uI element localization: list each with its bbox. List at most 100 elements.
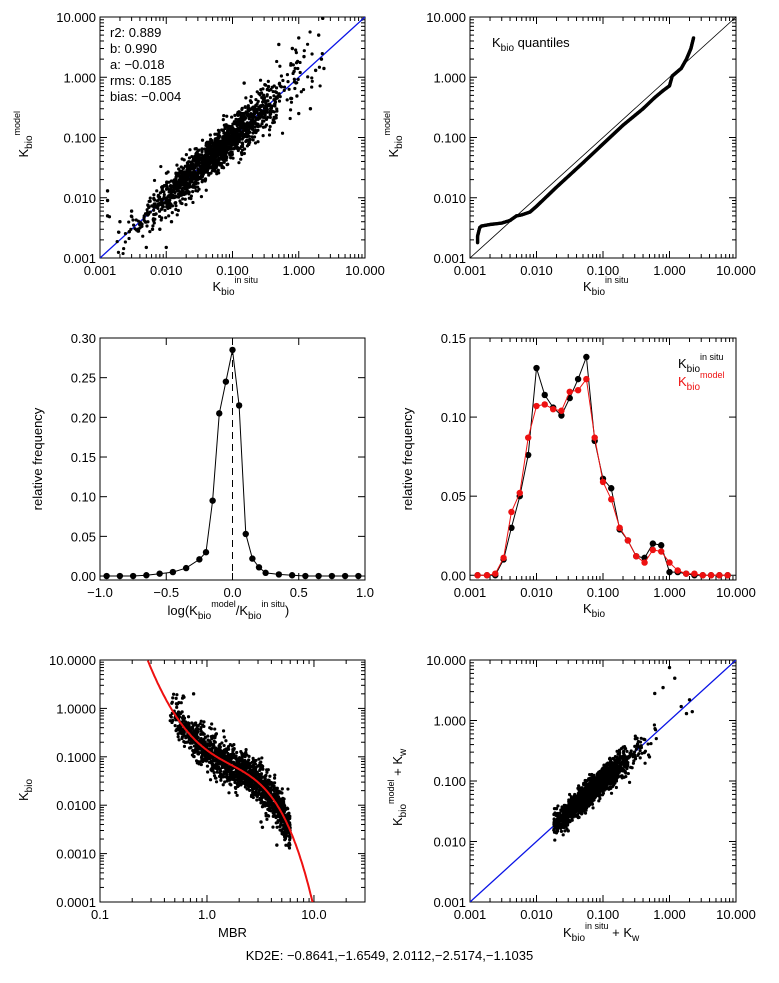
p6-y-axis-label-part: K	[390, 817, 405, 826]
p5-scatter-point	[248, 788, 252, 793]
p5-scatter-point	[237, 755, 242, 760]
p1-scatter-point	[139, 222, 143, 226]
p1-y-tick-label: 1.000	[63, 70, 96, 85]
p4-series-marker-red	[574, 386, 582, 394]
p2-y-axis-label-sub: bio	[394, 135, 405, 149]
p3-series-marker-black	[341, 572, 349, 580]
p5-scatter-point	[244, 760, 249, 764]
p4-y-tick-label: 0.10	[441, 410, 466, 425]
p5-scatter-point	[276, 796, 280, 801]
p5-scatter-point	[237, 759, 241, 763]
p2-x-axis-label: Kbio in situ	[583, 275, 629, 298]
p5-scatter-point	[246, 779, 250, 783]
p5-scatter-point	[213, 748, 217, 752]
p1-scatter-point	[232, 146, 237, 151]
p1-scatter-point	[187, 156, 192, 160]
p5-scatter-point	[188, 746, 192, 750]
p2-x-tick-label: 0.010	[520, 263, 553, 278]
p1-scatter-point	[187, 185, 191, 189]
p1-scatter-point	[167, 205, 171, 209]
p1-scatter-point	[269, 106, 274, 110]
p1-scatter-point	[145, 208, 149, 212]
p4-series-marker-red	[583, 375, 590, 383]
p6-scatter-point	[638, 756, 642, 760]
p1-scatter-point	[116, 250, 121, 255]
p2-annotation-base: K	[492, 35, 501, 50]
p1-scatter-point	[271, 89, 275, 94]
p1-scatter-point	[194, 179, 198, 184]
p1-y-axis-label-sub: bio	[24, 135, 35, 149]
p1-scatter-point	[199, 158, 203, 162]
p1-scatter-point	[249, 94, 253, 99]
p6-x-tick-label: 10.000	[716, 907, 756, 922]
p3-series-marker-black	[262, 569, 269, 577]
p1-scatter-point	[195, 174, 199, 179]
p1-scatter-point	[170, 211, 174, 215]
p5-scatter-point	[199, 719, 203, 723]
p5-scatter-point	[201, 739, 205, 743]
p5-scatter-point	[259, 760, 263, 764]
p5-scatter-point	[268, 774, 272, 778]
p1-scatter-point	[169, 220, 174, 224]
p1-x-axis-label-sub: bio	[221, 287, 235, 298]
p5-scatter-point	[241, 781, 245, 785]
p3-series-marker-black	[129, 572, 137, 580]
p5-scatter-point	[274, 821, 278, 825]
p5-scatter-point	[190, 753, 195, 757]
p5-scatter-point	[227, 759, 231, 763]
p4-series-marker-red	[549, 405, 557, 413]
p5-scatter-point	[280, 787, 284, 791]
p1-scatter-point	[201, 178, 205, 182]
p2-quantile-point	[691, 37, 696, 41]
p1-scatter-point	[217, 171, 221, 175]
p1-scatter-point	[201, 165, 205, 169]
p6-scatter-point	[556, 804, 560, 808]
p5-scatter-point	[191, 692, 196, 696]
p1-scatter-point	[246, 142, 251, 146]
p1-scatter-point	[237, 110, 241, 114]
p5-scatter-point	[263, 792, 267, 796]
p2-annotation-rest: quantiles	[514, 35, 570, 50]
p1-scatter-point	[226, 124, 231, 128]
p3-x-axis-label-part: model	[211, 599, 236, 609]
p4-x-axis-label-base: K	[583, 601, 592, 616]
p6-y-tick-label: 0.010	[433, 835, 466, 850]
p1-scatter-point	[142, 216, 146, 220]
p1-scatter-point	[105, 198, 110, 203]
p1-scatter-point	[253, 115, 257, 119]
p5-scatter-point	[267, 796, 272, 800]
p5-scatter-point	[199, 762, 203, 767]
p3-series-marker-black	[202, 549, 210, 556]
p1-scatter-point	[201, 159, 206, 163]
p1-scatter-point	[285, 98, 289, 102]
p5-scatter-point	[206, 757, 210, 761]
p5-scatter-point	[271, 825, 275, 829]
p5-scatter-point	[214, 780, 219, 784]
p1-scatter-point	[244, 96, 248, 100]
p1-scatter-point	[191, 162, 195, 166]
p1-scatter-point	[167, 214, 171, 218]
p5-scatter-point	[222, 770, 226, 774]
p1-scatter-point	[306, 75, 310, 79]
p1-scatter-point	[176, 195, 181, 199]
p4-legend-sub: bio	[687, 364, 701, 375]
p1-scatter-point	[176, 208, 180, 213]
p5-scatter-point	[181, 714, 185, 718]
p4-y-axis-label: relative frequency	[400, 407, 415, 510]
p1-scatter-point	[250, 135, 254, 139]
p1-scatter-point	[222, 114, 226, 118]
p5-scatter-point	[211, 734, 215, 738]
p5-scatter-point	[208, 739, 212, 743]
p5-scatter-point	[274, 786, 278, 790]
p5-scatter-point	[240, 751, 244, 755]
p5-scatter-point	[282, 802, 286, 806]
p4-legend-entry-black: Kbio in situ	[678, 352, 724, 375]
p1-scatter-point	[265, 107, 269, 111]
p5-scatter-point	[223, 750, 227, 755]
p1-scatter-point	[252, 135, 257, 139]
p5-scatter-point	[228, 782, 232, 786]
p1-scatter-point	[204, 143, 208, 148]
p1-scatter-point	[148, 199, 152, 203]
p3-y-tick-label: 0.20	[71, 410, 96, 425]
